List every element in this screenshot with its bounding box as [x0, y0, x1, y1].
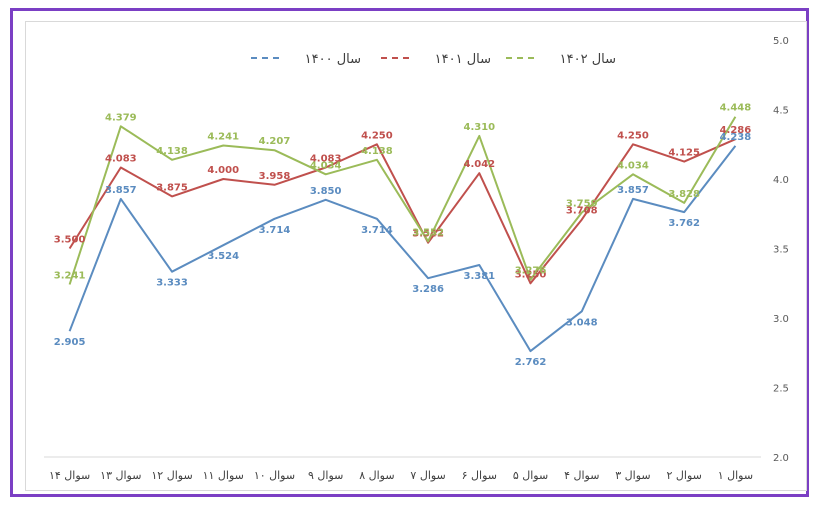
data-label-s2-q4: 3.708 [566, 206, 598, 217]
data-label-s2-q11: 4.000 [207, 165, 239, 176]
legend-label-3: سال ۱۴۰۲ [560, 52, 616, 67]
data-label-s3-q8: 4.138 [361, 146, 393, 157]
data-label-s1-q11: 3.524 [207, 251, 239, 262]
data-label-s1-q4: 3.048 [566, 317, 598, 328]
data-label-s3-q11: 4.241 [207, 132, 239, 143]
y-tick-label-4: 4.0 [773, 175, 789, 186]
series-line-1 [68, 145, 737, 353]
data-label-s3-q2: 3.828 [668, 189, 700, 200]
y-tick-label-6: 5.0 [773, 36, 789, 47]
data-label-s2-q9: 4.083 [310, 153, 342, 164]
x-tick-label-7: سوال ۷ [410, 469, 445, 482]
data-label-s3-q10: 4.207 [259, 136, 291, 147]
chart-frame: 2.0 2.5 3.0 3.5 4.0 4.5 5.0 سوال ۱ سوال ۲ سوال ۳ س… [10, 8, 809, 497]
y-tick-label-1: 2.5 [773, 384, 789, 395]
data-label-s2-q3: 4.250 [617, 130, 649, 141]
data-label-s3-q1: 4.448 [720, 103, 752, 114]
x-tick-label-4: سوال ۴ [564, 469, 599, 482]
chart-area: 2.0 2.5 3.0 3.5 4.0 4.5 5.0 سوال ۱ سوال ۲ سوال ۳ س… [25, 21, 807, 491]
series-line-2 [68, 138, 736, 285]
x-tick-label-3: سوال ۳ [615, 469, 650, 482]
x-tick-label-1: سوال ۱ [718, 469, 753, 482]
data-label-s1-q7: 3.286 [412, 284, 444, 295]
series-line-3 [68, 116, 737, 285]
data-label-s2-q14: 3.500 [54, 235, 86, 246]
data-label-s3-q14: 3.241 [54, 271, 86, 282]
data-label-s3-q5: 3.276 [515, 266, 547, 277]
data-label-s2-q5: 3.250 [515, 269, 547, 280]
x-tick-label-10: سوال ۱۰ [254, 469, 295, 482]
data-label-s2-q6: 4.042 [464, 159, 496, 170]
x-tick-label-13: سوال ۱۳ [100, 469, 141, 482]
data-label-s1-q2: 3.762 [668, 218, 700, 229]
data-label-s1-q5: 2.762 [515, 357, 547, 368]
data-label-s1-q12: 3.333 [156, 278, 188, 289]
x-tick-label-14: سوال ۱۴ [49, 469, 90, 482]
data-label-s2-q1: 4.286 [720, 125, 752, 136]
data-label-s3-q9: 4.034 [310, 160, 342, 171]
data-label-s2-q10: 3.958 [259, 171, 291, 182]
data-label-s3-q13: 4.379 [105, 112, 137, 123]
data-label-s2-q13: 4.083 [105, 153, 137, 164]
data-label-s1-q6: 3.381 [464, 271, 496, 282]
data-label-s3-q6: 4.310 [464, 122, 496, 133]
x-tick-label-9: سوال ۹ [308, 469, 343, 482]
data-label-s3-q3: 4.034 [617, 160, 649, 171]
data-label-s1-q10: 3.714 [259, 225, 291, 236]
y-tick-label-5: 4.5 [773, 106, 789, 117]
x-tick-label-11: سوال ۱۱ [203, 469, 244, 482]
y-tick-label-0: 2.0 [773, 453, 789, 464]
data-label-s3-q12: 4.138 [156, 146, 188, 157]
x-tick-label-5: سوال ۵ [513, 469, 548, 482]
legend-label-2: سال ۱۴۰۱ [435, 52, 491, 67]
data-label-s1-q13: 3.857 [105, 185, 137, 196]
y-tick-label-3: 3.5 [773, 245, 789, 256]
data-label-s2-q7: 3.542 [412, 229, 444, 240]
data-label-s2-q8: 4.250 [361, 130, 393, 141]
data-label-s1-q9: 3.850 [310, 186, 342, 197]
data-label-s3-q7: 3.552 [412, 227, 444, 238]
x-tick-label-12: سوال ۱۲ [151, 469, 192, 482]
data-label-s2-q12: 3.875 [156, 182, 188, 193]
x-tick-label-6: سوال ۶ [462, 469, 497, 482]
x-tick-label-2: سوال ۲ [666, 469, 701, 482]
line-chart: 2.0 2.5 3.0 3.5 4.0 4.5 5.0 سوال ۱ سوال ۲ سوال ۳ س… [44, 36, 789, 482]
data-label-s3-q4: 3.759 [566, 198, 598, 209]
data-label-s1-q14: 2.905 [54, 337, 86, 348]
data-label-s2-q2: 4.125 [668, 148, 700, 159]
data-label-s1-q8: 3.714 [361, 225, 393, 236]
y-tick-label-2: 3.0 [773, 314, 789, 325]
legend-label-1: سال ۱۴۰۰ [305, 52, 361, 67]
data-label-s1-q1: 4.238 [720, 132, 752, 143]
x-tick-label-8: سوال ۸ [359, 469, 394, 482]
data-label-s1-q3: 3.857 [617, 185, 649, 196]
